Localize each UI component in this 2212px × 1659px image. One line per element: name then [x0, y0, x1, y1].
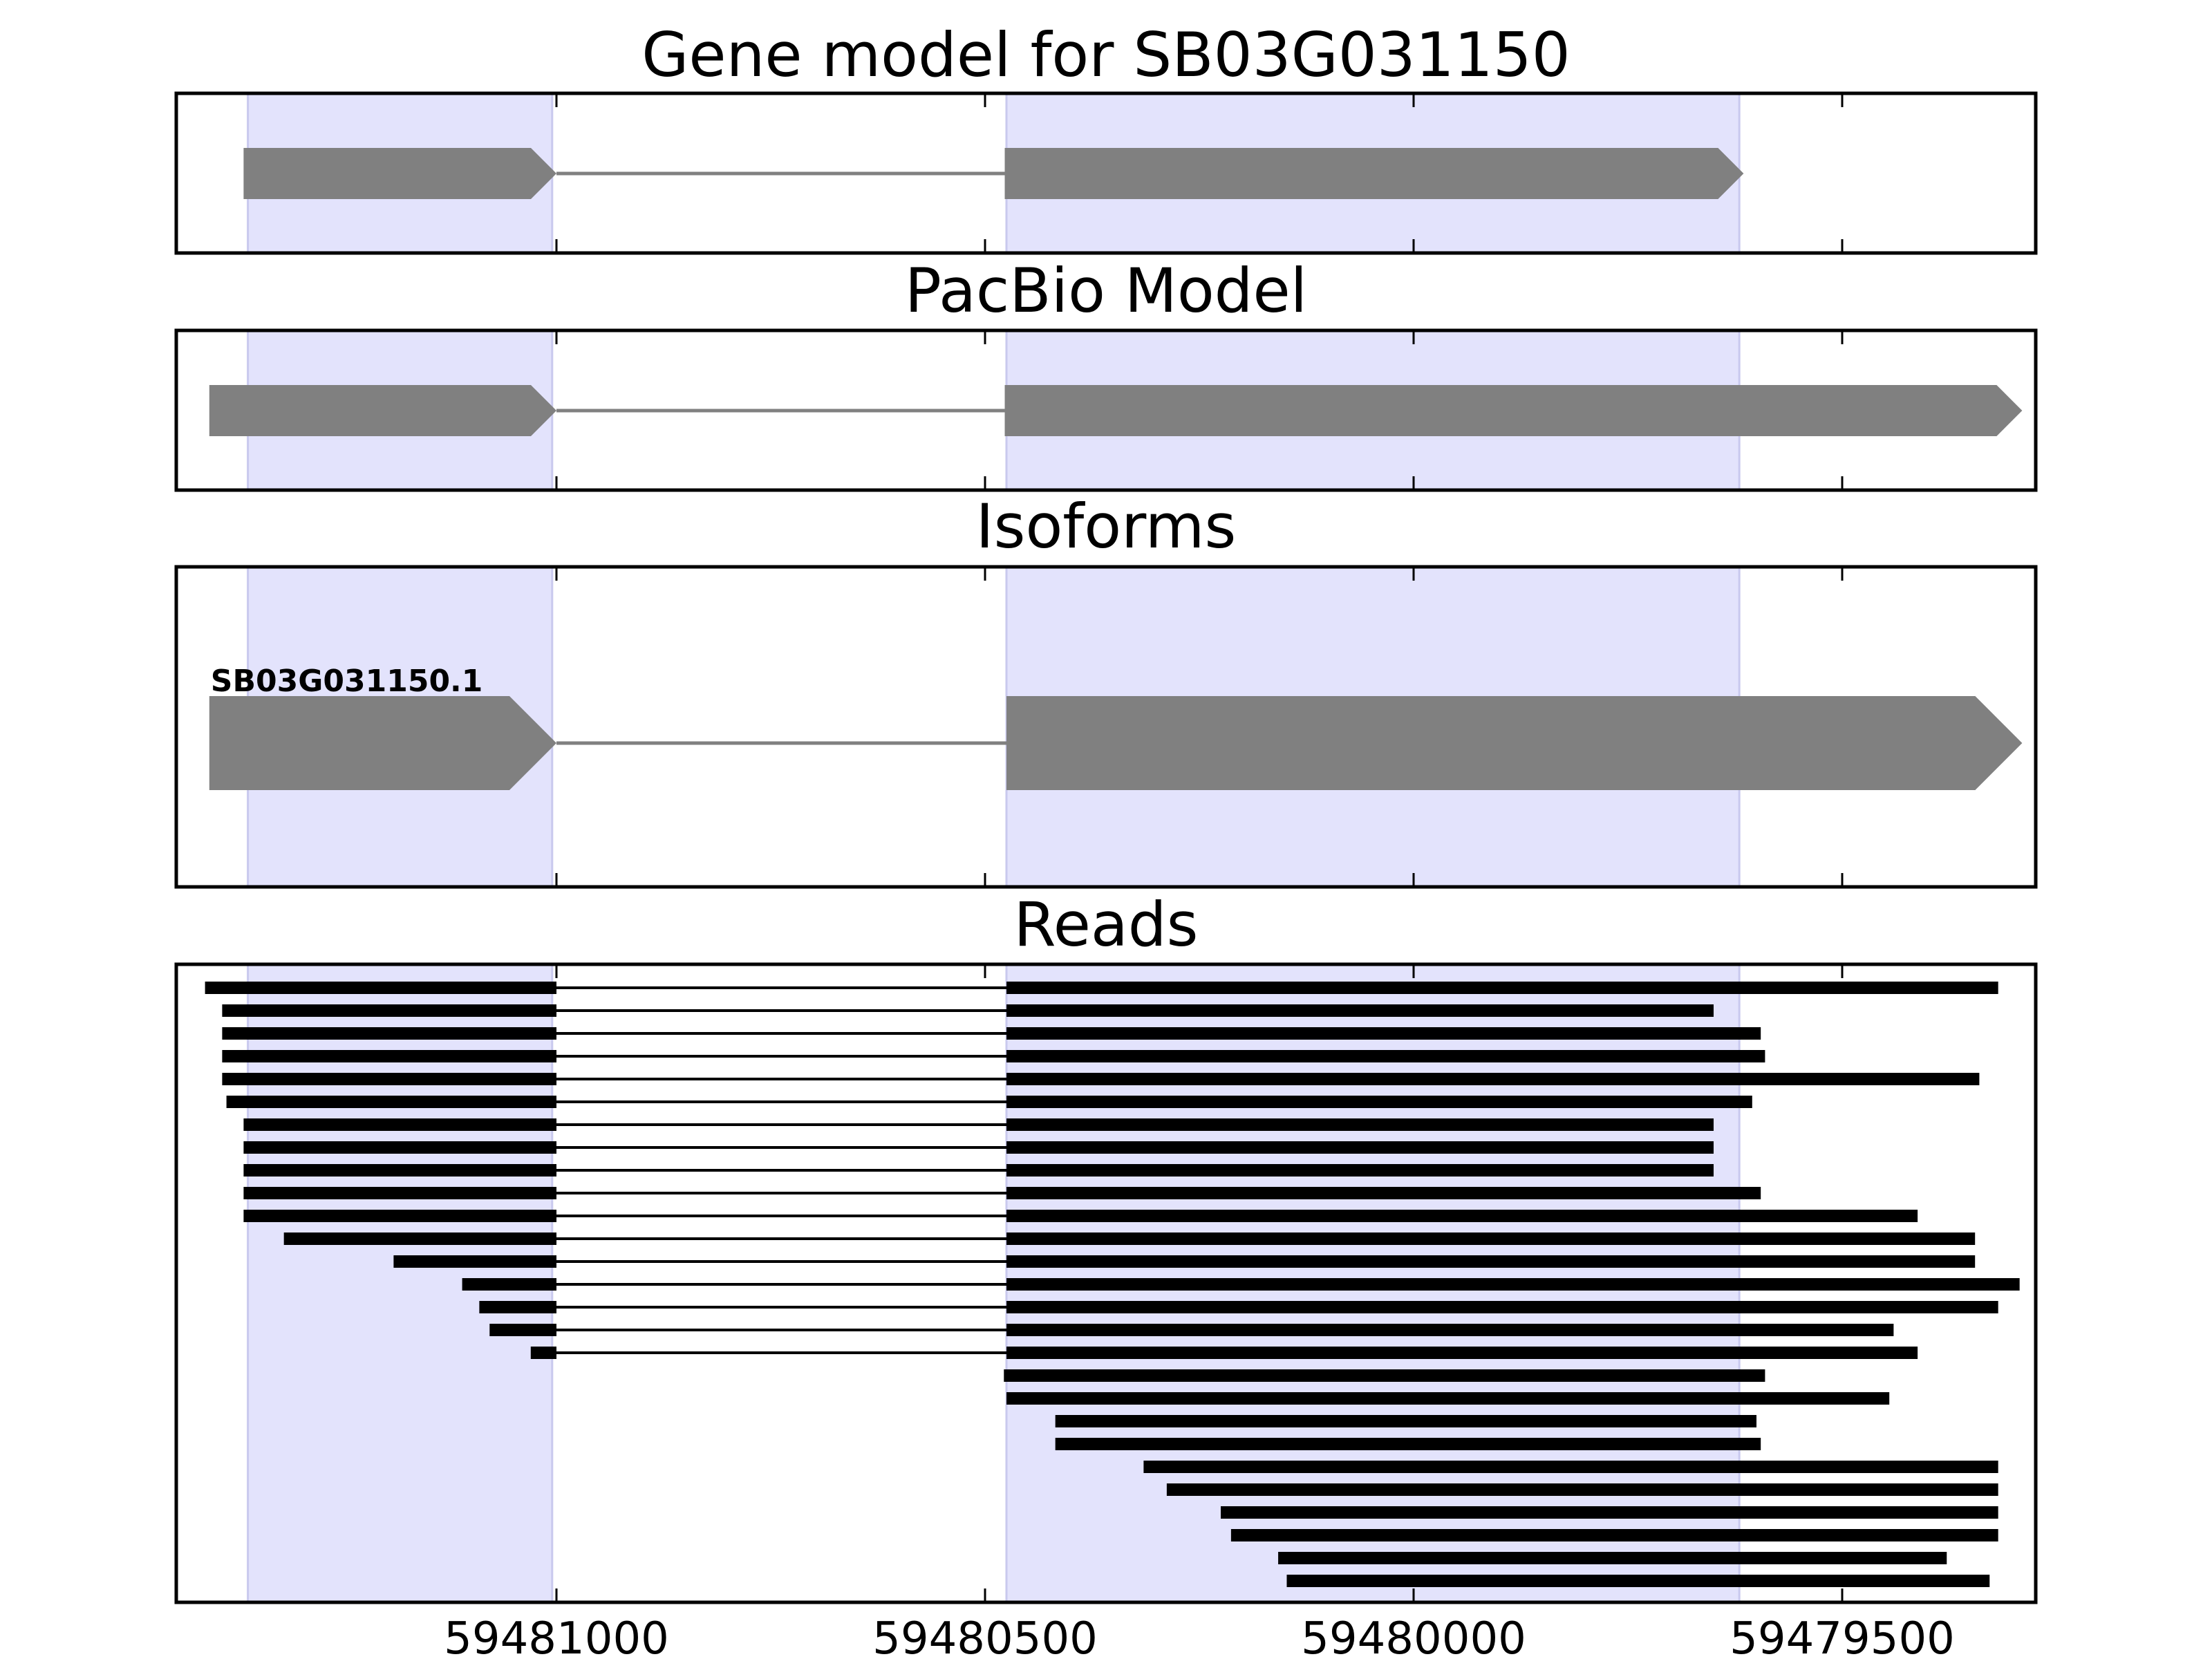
panel-frame: [174, 91, 2038, 255]
read-23: [1166, 1483, 1998, 1496]
read-17: [530, 1347, 1918, 1359]
pacbio-model-title: PacBio Model: [904, 255, 1308, 326]
read-21: [1055, 1438, 1761, 1450]
read-exon-1: [1055, 1415, 1756, 1427]
isoforms-title: Isoforms: [975, 491, 1237, 562]
reads-title: Reads: [1013, 889, 1199, 960]
read-exon-1: [1230, 1529, 1998, 1541]
read-exon-2: [1006, 1301, 1998, 1313]
read-6: [226, 1096, 1752, 1108]
read-exon-1: [1006, 1392, 1890, 1405]
pacbio-panel: [174, 328, 2038, 492]
panel-frame: [174, 565, 2038, 889]
read-exon-1: [462, 1278, 556, 1291]
isoform-label: SB03G031150.1: [211, 664, 483, 699]
read-exon-1: [243, 1187, 556, 1199]
read-1: [205, 982, 1998, 994]
read-exon-1: [1166, 1483, 1998, 1496]
read-exon-2: [1006, 1278, 2020, 1291]
read-20: [1055, 1415, 1756, 1427]
read-16: [489, 1324, 1894, 1336]
isoforms-panel: SB03G031150.1: [174, 565, 2038, 889]
read-5: [222, 1073, 1980, 1085]
read-18: [1004, 1369, 1765, 1382]
read-exon-1: [226, 1096, 556, 1108]
read-exon-1: [222, 1027, 556, 1040]
read-22: [1143, 1461, 1998, 1473]
read-exon-2: [1006, 1232, 1976, 1245]
read-13: [393, 1255, 1976, 1268]
x-tick-label-4: 59479500: [1730, 1613, 1955, 1659]
read-9: [243, 1164, 1714, 1177]
read-exon-1: [205, 982, 556, 994]
read-exon-2: [1006, 1187, 1761, 1199]
read-exon-2: [1006, 1096, 1752, 1108]
read-7: [243, 1118, 1714, 1131]
read-11: [243, 1210, 1918, 1222]
read-exon-1: [1055, 1438, 1761, 1450]
gene-model-panel: [174, 91, 2038, 255]
read-exon-2: [1006, 1004, 1714, 1017]
read-exon-1: [243, 1164, 556, 1177]
read-exon-2: [1006, 1050, 1765, 1062]
read-exon-2: [1006, 1324, 1894, 1336]
read-exon-2: [1006, 1027, 1761, 1040]
read-25: [1230, 1529, 1998, 1541]
read-exon-1: [222, 1050, 556, 1062]
read-19: [1006, 1392, 1890, 1405]
read-4: [222, 1050, 1765, 1062]
read-exon-2: [1006, 1255, 1976, 1268]
read-2: [222, 1004, 1714, 1017]
panel-frame: [174, 962, 2038, 1604]
read-exon-1: [1286, 1575, 1990, 1587]
read-exon-1: [283, 1232, 556, 1245]
exon-1: [209, 385, 556, 436]
read-exon-2: [1006, 982, 1998, 994]
read-14: [462, 1278, 2020, 1291]
exon-1: [209, 696, 556, 790]
read-exon-1: [479, 1301, 556, 1313]
read-12: [283, 1232, 1976, 1245]
reads-panel: [174, 962, 2038, 1604]
x-tick-label-1: 59481000: [444, 1613, 669, 1659]
read-15: [479, 1301, 1998, 1313]
read-exon-1: [489, 1324, 556, 1336]
read-3: [222, 1027, 1761, 1040]
read-exon-2: [1006, 1073, 1980, 1085]
read-8: [243, 1141, 1714, 1154]
read-exon-2: [1006, 1164, 1714, 1177]
read-exon-1: [1004, 1369, 1765, 1382]
read-exon-1: [1221, 1506, 1998, 1519]
gene-model-title: Gene model for SB03G031150: [641, 19, 1571, 91]
read-26: [1278, 1552, 1947, 1564]
read-exon-2: [1006, 1118, 1714, 1131]
x-tick-label-2: 59480500: [872, 1613, 1098, 1659]
read-exon-1: [1278, 1552, 1947, 1564]
read-exon-1: [393, 1255, 556, 1268]
exon-1: [243, 148, 556, 199]
read-exon-1: [1143, 1461, 1998, 1473]
read-exon-1: [243, 1118, 556, 1131]
read-exon-2: [1006, 1141, 1714, 1154]
read-exon-2: [1006, 1210, 1918, 1222]
exon-2: [1006, 696, 2023, 790]
read-exon-1: [530, 1347, 556, 1359]
exon-2: [1004, 148, 1744, 199]
panel-frame: [174, 328, 2038, 492]
x-tick-label-3: 59480000: [1301, 1613, 1526, 1659]
read-exon-2: [1006, 1347, 1918, 1359]
read-10: [243, 1187, 1761, 1199]
read-27: [1286, 1575, 1990, 1587]
read-exon-1: [222, 1004, 556, 1017]
read-exon-1: [222, 1073, 556, 1085]
read-24: [1221, 1506, 1998, 1519]
exon-2: [1004, 385, 2023, 436]
read-exon-1: [243, 1210, 556, 1222]
read-exon-1: [243, 1141, 556, 1154]
